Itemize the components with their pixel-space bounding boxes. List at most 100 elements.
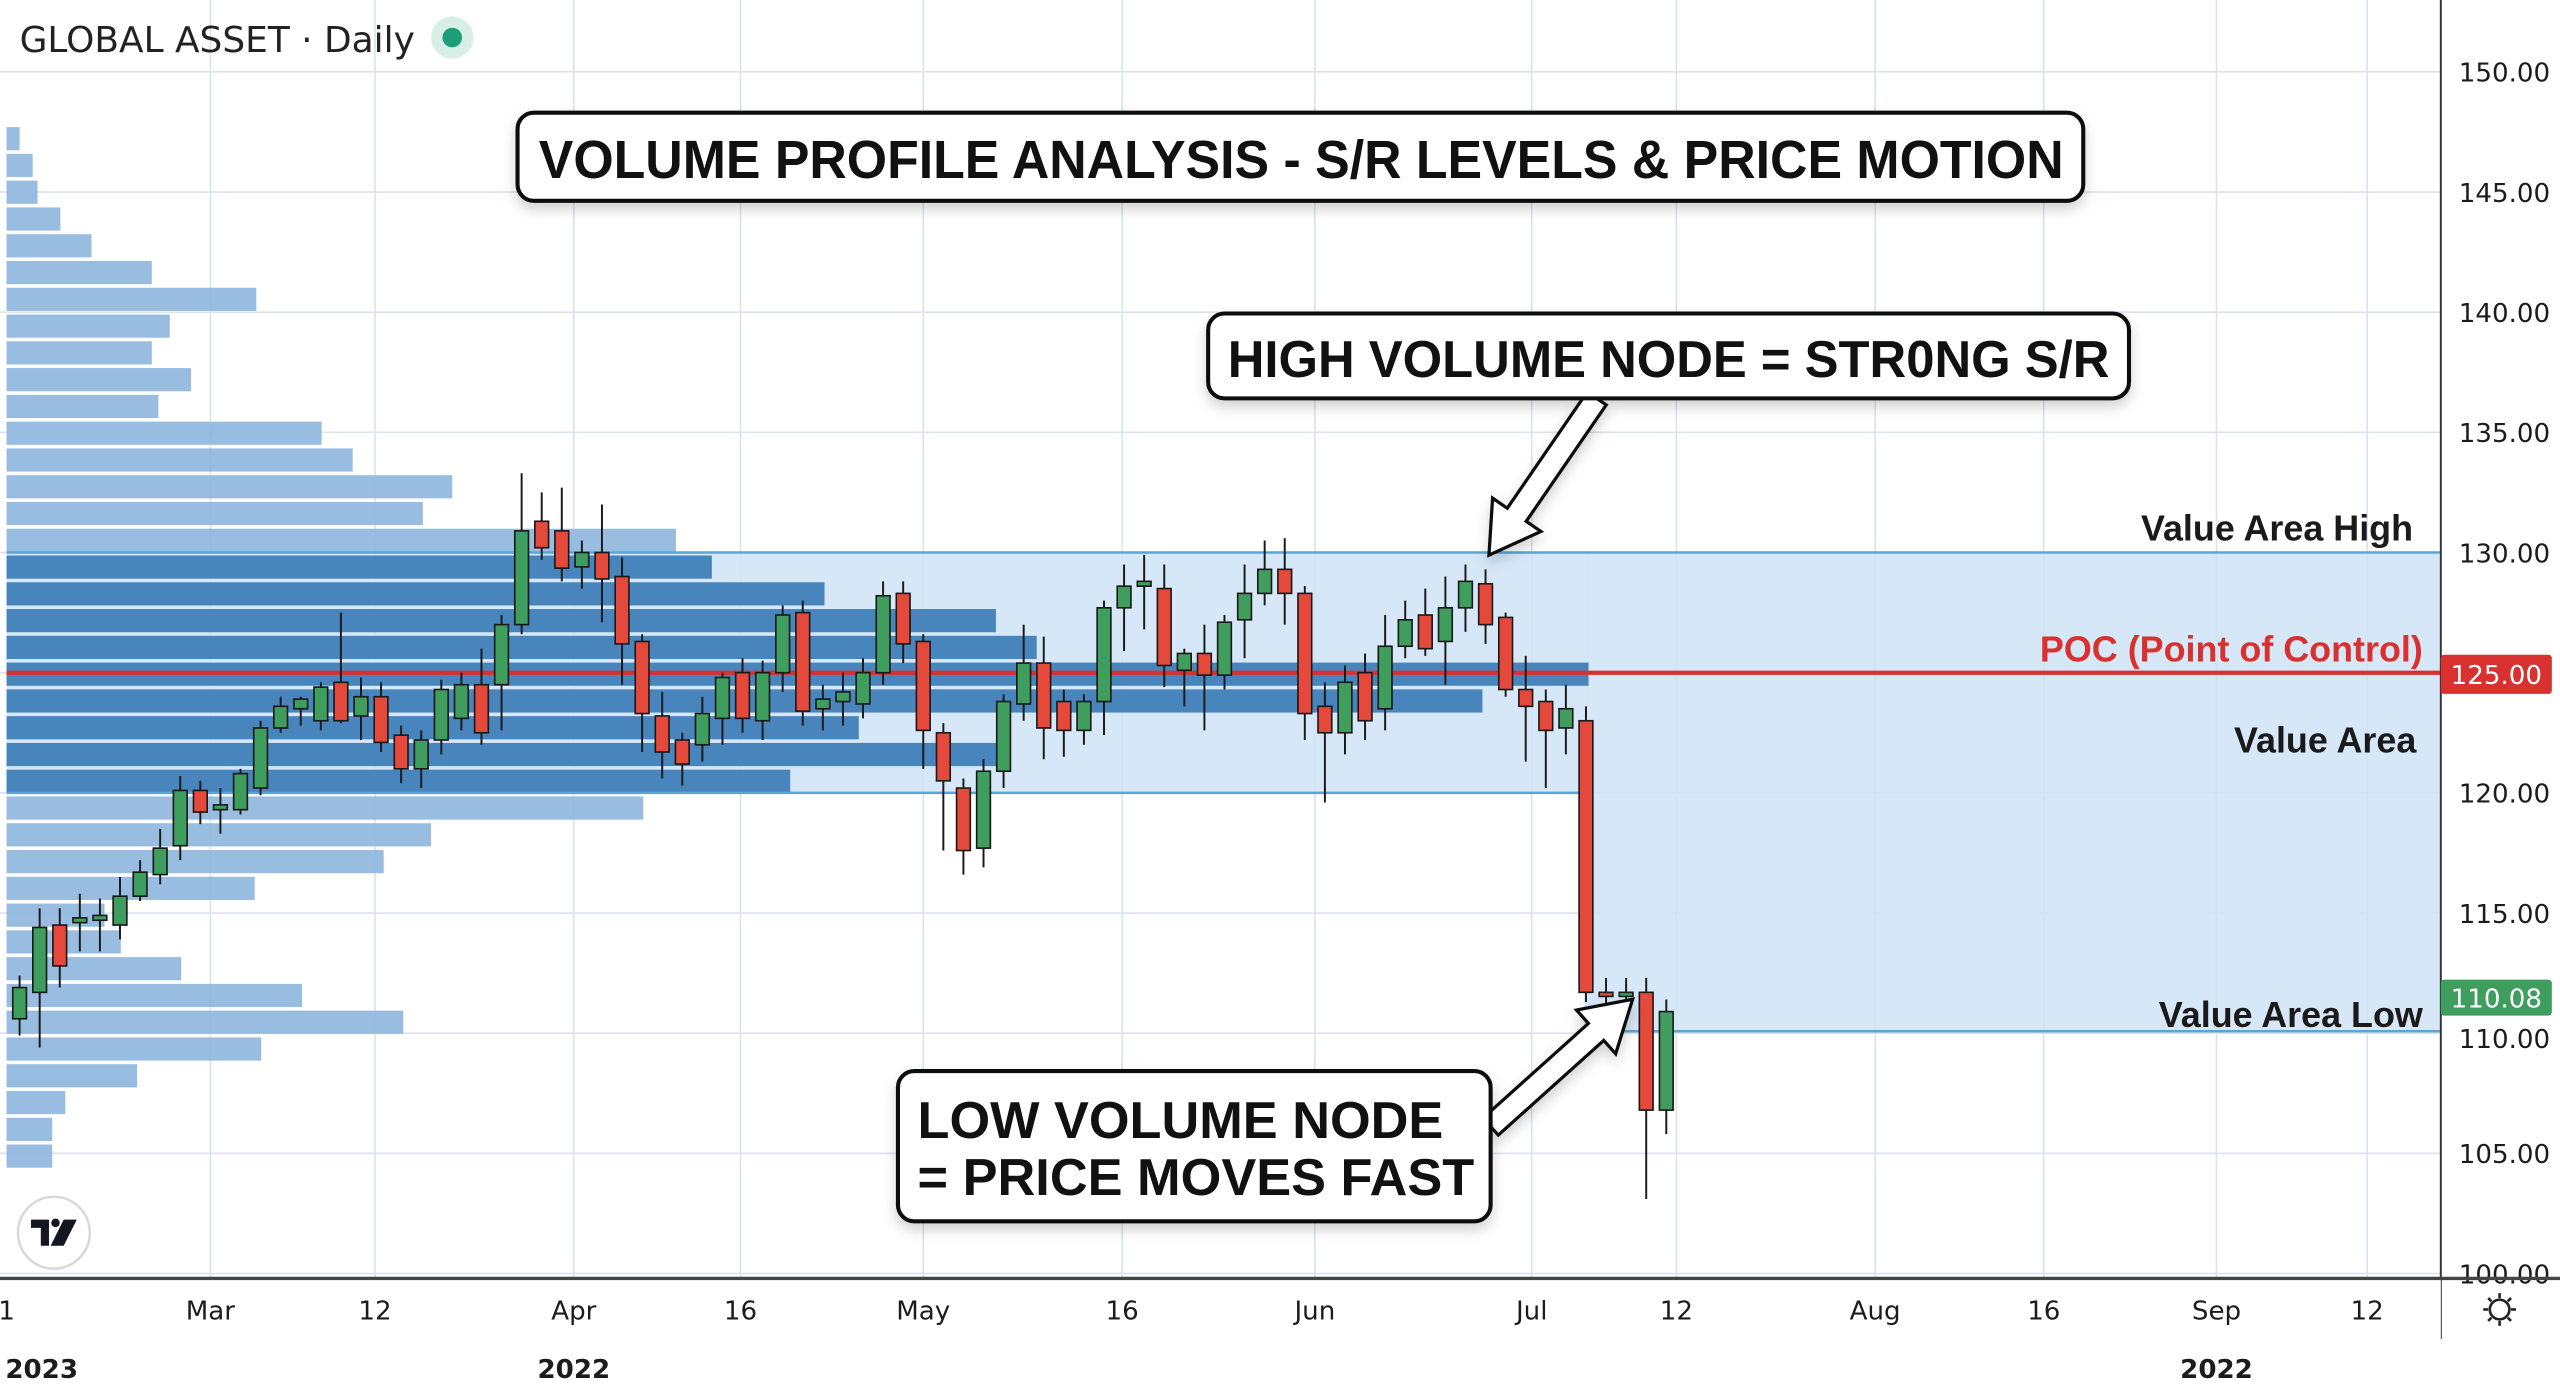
candle-body-up <box>252 727 269 789</box>
date-tick-label: Mar <box>186 1296 236 1326</box>
volume-profile-bar <box>6 207 61 231</box>
low-volume-node-text-line2: = PRICE MOVES FAST <box>918 1149 1475 1207</box>
candle-body-down <box>1056 700 1072 732</box>
candle-body-up <box>92 914 108 922</box>
date-tick-label: 1 <box>0 1296 15 1326</box>
symbol-title[interactable]: GLOBAL ASSET · Daily <box>20 20 415 61</box>
candle-body-down <box>674 739 690 765</box>
volume-profile-bar <box>6 796 644 820</box>
candle-body-down <box>634 640 650 715</box>
candle-body-down <box>1156 587 1172 667</box>
candle-body-down <box>1357 671 1373 722</box>
candle-body-up <box>1256 568 1273 595</box>
candle-body-up <box>152 847 168 876</box>
price-tick-label: 145.00 <box>2459 179 2550 209</box>
price-axis-background <box>2440 0 2560 1396</box>
candle-body-up <box>574 551 590 568</box>
candle-body-up <box>353 695 369 717</box>
volume-profile-bar <box>6 716 859 740</box>
candle-body-up <box>513 530 530 626</box>
volume-profile-bar <box>6 341 152 365</box>
candle-body-up <box>1076 700 1092 732</box>
candle-body-down <box>1497 616 1514 691</box>
candle-body-up <box>1658 1010 1674 1111</box>
price-axis[interactable]: 150.00 145.00 140.00 135.00 130.00 120.00 115.… <box>2459 59 2550 1291</box>
candle-body-down <box>734 671 751 720</box>
date-tick-label: Jul <box>1514 1296 1548 1326</box>
volume-profile-bar <box>6 287 257 311</box>
volume-profile-bar <box>6 475 453 499</box>
candle-body-up <box>232 772 249 811</box>
candle-body-down <box>654 715 670 753</box>
value-area-high-label: Value Area High <box>2141 507 2413 548</box>
market-status-icon <box>431 16 474 59</box>
date-tick-label: Aug <box>1850 1296 1901 1326</box>
volume-profile-bar <box>6 314 170 338</box>
candle-body-down <box>1417 614 1433 650</box>
volume-profile-bar <box>6 153 33 178</box>
volume-profile-bar <box>6 555 712 579</box>
candle-body-up <box>272 705 289 729</box>
candle-body-up <box>433 688 449 741</box>
candle-body-up <box>1397 619 1413 648</box>
candle-body-down <box>795 611 811 712</box>
poc-price-tag-text: 125.00 <box>2451 661 2542 691</box>
time-axis[interactable]: 1 Mar 12 Apr 16 May 16 Jun Jul 12 Aug 16 Sep 12 2023 20… <box>0 1296 2384 1385</box>
poc-price-tag: 125.00 <box>2440 654 2552 694</box>
candle-body-up <box>1116 585 1132 609</box>
low-volume-node-callout <box>895 997 1636 1224</box>
candle-body-down <box>1036 662 1052 729</box>
high-volume-node-callout <box>1206 311 2132 558</box>
price-tick-label: 150.00 <box>2459 59 2550 89</box>
candle-body-up <box>493 623 510 686</box>
date-tick-label: 12 <box>1660 1296 1693 1326</box>
last-price-tag: 110.08 <box>2440 979 2552 1016</box>
candle-body-down <box>333 681 349 722</box>
candle-body-up <box>1216 621 1233 676</box>
candle-body-up <box>1136 580 1152 587</box>
volume-profile-bar <box>6 1010 404 1034</box>
candle-body-up <box>313 686 329 722</box>
candle-body-up <box>1015 662 1032 705</box>
volume-profile-bar <box>6 823 432 847</box>
date-tick-label: 16 <box>2027 1296 2060 1326</box>
price-tick-label: 135.00 <box>2459 419 2550 449</box>
candle-body-up <box>1337 681 1353 734</box>
candle-body-up <box>1437 606 1454 643</box>
value-area-zone-extended <box>1584 552 2441 1032</box>
high-volume-node-text: HIGH VOLUME NODE = STR0NG S/R <box>1228 331 2110 389</box>
candle-body-down <box>915 640 931 732</box>
title-callout <box>515 110 2086 203</box>
value-area-low-label: Value Area Low <box>2159 994 2423 1035</box>
volume-profile-bar <box>6 1144 53 1168</box>
volume-profile-bar <box>6 528 676 552</box>
price-tick-label: 140.00 <box>2459 299 2550 329</box>
date-tick-label: 12 <box>2351 1296 2384 1326</box>
volume-profile-bar <box>6 127 20 151</box>
volume-profile-bar <box>6 234 92 258</box>
arrow-up-right-icon <box>1480 997 1636 1138</box>
candle-body-up <box>32 926 48 994</box>
candle-body-up <box>11 986 28 1020</box>
candle-body-up <box>293 698 309 710</box>
volume-profile-bar <box>6 742 1006 767</box>
tradingview-logo-icon[interactable] <box>16 1195 92 1270</box>
candle-body-up <box>815 698 831 710</box>
volume-profile-bar <box>6 1037 262 1061</box>
candle-body-down <box>594 551 610 580</box>
date-tick-label: 16 <box>1105 1296 1138 1326</box>
gear-icon[interactable] <box>2483 1293 2516 1326</box>
candle-body-down <box>473 683 490 734</box>
volume-profile-bar <box>6 501 423 526</box>
candle-body-down <box>1317 705 1333 734</box>
candle-body-up <box>775 614 791 674</box>
candle-body-up <box>132 871 148 898</box>
candle-body-down <box>935 731 952 782</box>
candle-body-up <box>694 712 711 746</box>
candle-body-down <box>1518 688 1534 708</box>
volume-profile-bar <box>6 903 105 927</box>
candle-body-up <box>995 700 1012 773</box>
date-tick-label: Sep <box>2192 1296 2241 1326</box>
year-label: 2023 <box>5 1355 78 1385</box>
